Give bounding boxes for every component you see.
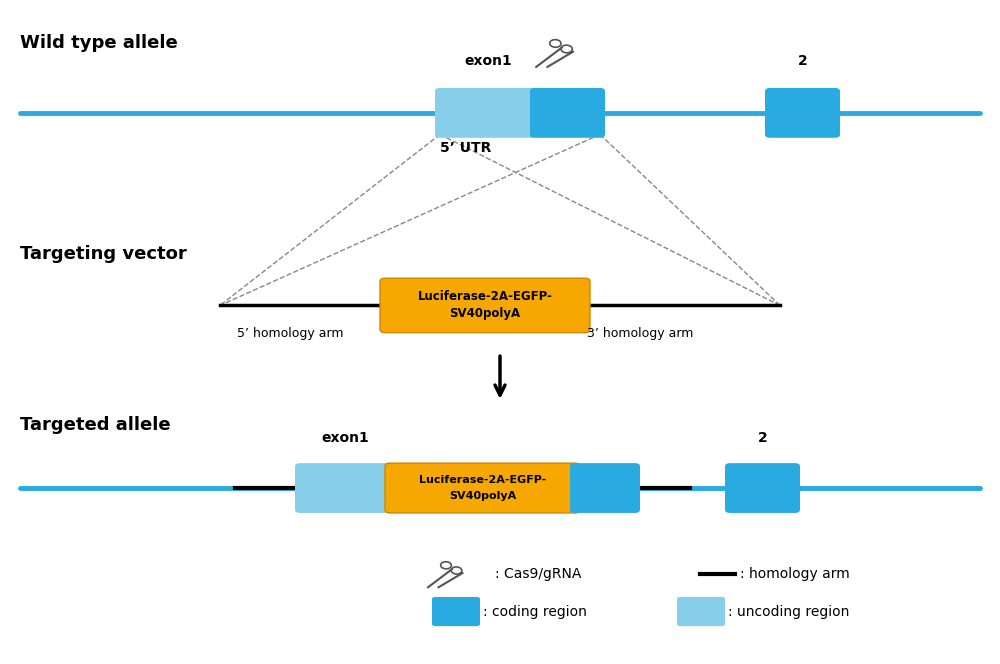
Text: Luciferase-2A-EGFP-: Luciferase-2A-EGFP- [418,290,552,303]
Text: 3’ homology arm: 3’ homology arm [587,327,693,340]
FancyBboxPatch shape [380,278,590,333]
Text: exon1: exon1 [321,431,369,445]
Text: Targeting vector: Targeting vector [20,244,187,263]
FancyBboxPatch shape [765,88,840,137]
FancyBboxPatch shape [435,88,540,137]
FancyBboxPatch shape [677,597,725,626]
Text: : coding region: : coding region [483,604,587,619]
Text: SV40polyA: SV40polyA [449,307,521,320]
FancyBboxPatch shape [385,463,580,513]
Text: 2: 2 [798,54,808,68]
Text: Wild type allele: Wild type allele [20,34,178,52]
Text: exon1: exon1 [464,54,512,68]
Text: Targeted allele: Targeted allele [20,416,171,434]
FancyBboxPatch shape [432,597,480,626]
FancyBboxPatch shape [725,463,800,513]
Text: SV40polyA: SV40polyA [449,491,516,501]
FancyBboxPatch shape [530,88,605,137]
Text: : homology arm: : homology arm [740,567,850,582]
FancyBboxPatch shape [295,463,395,513]
FancyBboxPatch shape [570,463,640,513]
Text: Luciferase-2A-EGFP-: Luciferase-2A-EGFP- [419,475,546,485]
Text: 5’ homology arm: 5’ homology arm [237,327,343,340]
Text: : uncoding region: : uncoding region [728,604,849,619]
Text: 2: 2 [758,431,768,445]
Text: 5’ UTR: 5’ UTR [440,141,491,155]
Text: : Cas9/gRNA: : Cas9/gRNA [495,567,581,582]
